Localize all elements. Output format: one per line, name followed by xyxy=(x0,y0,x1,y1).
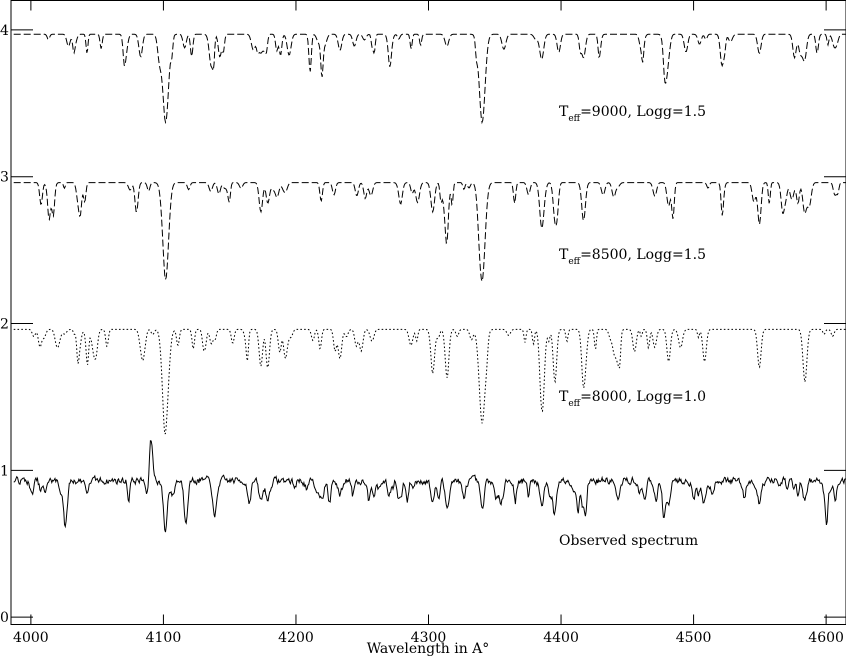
x-tick-label-6: 4600 xyxy=(808,630,844,646)
series-line-0 xyxy=(13,440,846,533)
x-tick-label-2: 4200 xyxy=(278,630,314,646)
series-label-1: Teff=8000, Logg=1.0 xyxy=(559,389,706,409)
series-line-3 xyxy=(13,33,846,125)
x-tick-label-5: 4500 xyxy=(676,630,712,646)
x-tick-label-4: 4400 xyxy=(543,630,579,646)
y-tick-label-1: 1 xyxy=(0,463,9,479)
series-layer xyxy=(13,33,846,533)
series-line-1 xyxy=(13,328,846,435)
y-tick-label-0: 0 xyxy=(0,610,9,626)
series-label-0: Observed spectrum xyxy=(559,533,698,549)
y-tick-label-3: 3 xyxy=(0,170,9,186)
x-tick-label-3: 4300 xyxy=(411,630,447,646)
plot-frame xyxy=(10,0,846,625)
series-labels: Observed spectrum Teff=8000, Logg=1.0 Teff… xyxy=(559,104,706,549)
series-line-2 xyxy=(13,182,846,282)
x-axis-title: Wavelength in A° xyxy=(367,641,490,657)
y-tick-label-2: 2 xyxy=(0,317,9,333)
x-tick-label-1: 4100 xyxy=(146,630,182,646)
series-label-2: Teff=8500, Logg=1.5 xyxy=(559,247,706,267)
y-tick-label-4: 4 xyxy=(0,23,9,39)
series-label-3: Teff=9000, Logg=1.5 xyxy=(559,104,706,124)
x-tick-label-0: 4000 xyxy=(13,630,49,646)
